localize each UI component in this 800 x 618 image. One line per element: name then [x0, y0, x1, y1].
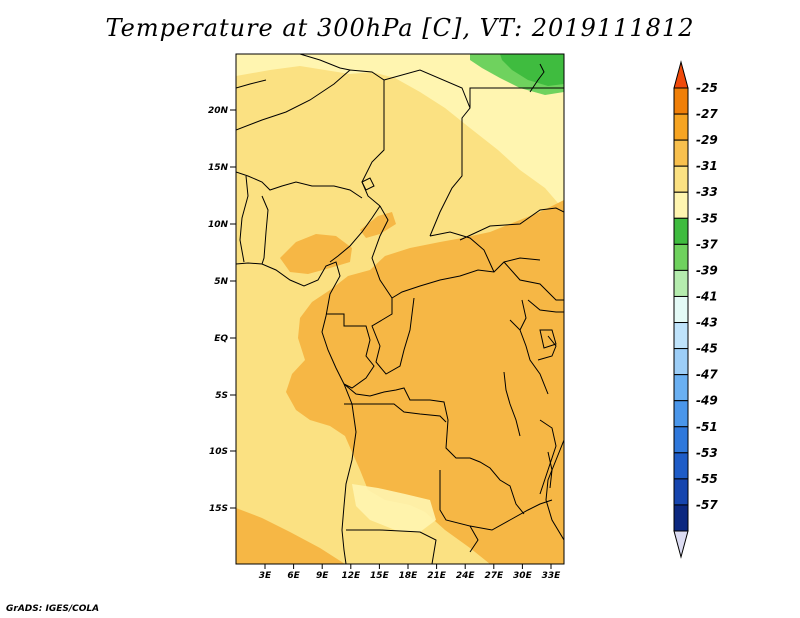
lon-label: 6E [287, 571, 300, 581]
border-drc-angola-north [343, 383, 525, 515]
border-car-sudan [429, 231, 495, 273]
lon-label: 27E [484, 571, 504, 581]
map-title: Temperature at 300hPa [C], VT: 201911181… [105, 14, 695, 42]
border-angola-zambia [344, 403, 447, 423]
border-zambia [469, 499, 553, 531]
field-band-light-north [236, 54, 564, 210]
lat-label: 20N [208, 106, 229, 116]
lon-label: 21E [427, 571, 447, 581]
map-frame [235, 53, 565, 565]
lat-label: EQ [214, 334, 228, 344]
border-congo-drc [371, 297, 415, 375]
temperature-field [236, 54, 564, 564]
lat-label: 10S [209, 447, 228, 457]
field-band-orange-southwest [236, 508, 345, 564]
lon-label: 18E [399, 571, 419, 581]
field-band-green-dark [500, 54, 564, 86]
border-namibia [346, 529, 437, 564]
border-ssudan-drc [503, 261, 564, 301]
border-gabon [326, 313, 375, 389]
border-libya-chad [383, 69, 471, 237]
field-band-light-south [352, 484, 436, 532]
border-west-3 [261, 195, 269, 265]
coastline-east [545, 439, 564, 541]
latitude-axis: 20N 15N 10N 5N EQ 5S 10S 15S [208, 106, 236, 514]
coastline-west-africa [236, 261, 357, 564]
lon-label: 9E [316, 571, 329, 581]
lake-malawi [547, 451, 553, 489]
border-east-2 [527, 299, 564, 313]
country-borders [236, 54, 564, 564]
border-algeria [299, 54, 351, 71]
nile-river [529, 63, 545, 93]
lon-label: 30E [513, 571, 533, 581]
longitude-axis: 3E 6E 9E 12E 15E 18E 21E 24E 27E 30E 33E [259, 564, 561, 581]
border-east-3 [537, 335, 557, 361]
border-west-2 [239, 175, 249, 263]
border-west-1 [236, 171, 363, 199]
lat-label: 15S [209, 504, 228, 514]
lon-label: 12E [341, 571, 361, 581]
lon-label: 33E [542, 571, 562, 581]
field-band-orange-gulf [280, 234, 352, 274]
border-east-4 [539, 419, 557, 495]
lon-label: 3E [259, 571, 272, 581]
lake-chad [361, 177, 375, 191]
border-nigeria-cameroon [329, 205, 381, 263]
lake-albert [519, 299, 527, 331]
border-east-1 [509, 319, 549, 395]
lon-label: 15E [370, 571, 390, 581]
border-mali-niger [236, 79, 267, 89]
border-sudan-southsudan [459, 207, 564, 241]
lake-victoria [539, 329, 557, 349]
border-angola-south [439, 470, 479, 553]
lon-label: 24E [456, 571, 476, 581]
lat-label: 5N [214, 277, 228, 287]
lat-label: 10N [208, 220, 229, 230]
lat-label: 15N [208, 163, 229, 173]
grads-credit: GrADS: IGES/COLA [6, 604, 100, 614]
border-cameroon-chad [371, 205, 541, 299]
lat-label: 5S [215, 391, 228, 401]
lake-tanganyika [503, 371, 521, 437]
